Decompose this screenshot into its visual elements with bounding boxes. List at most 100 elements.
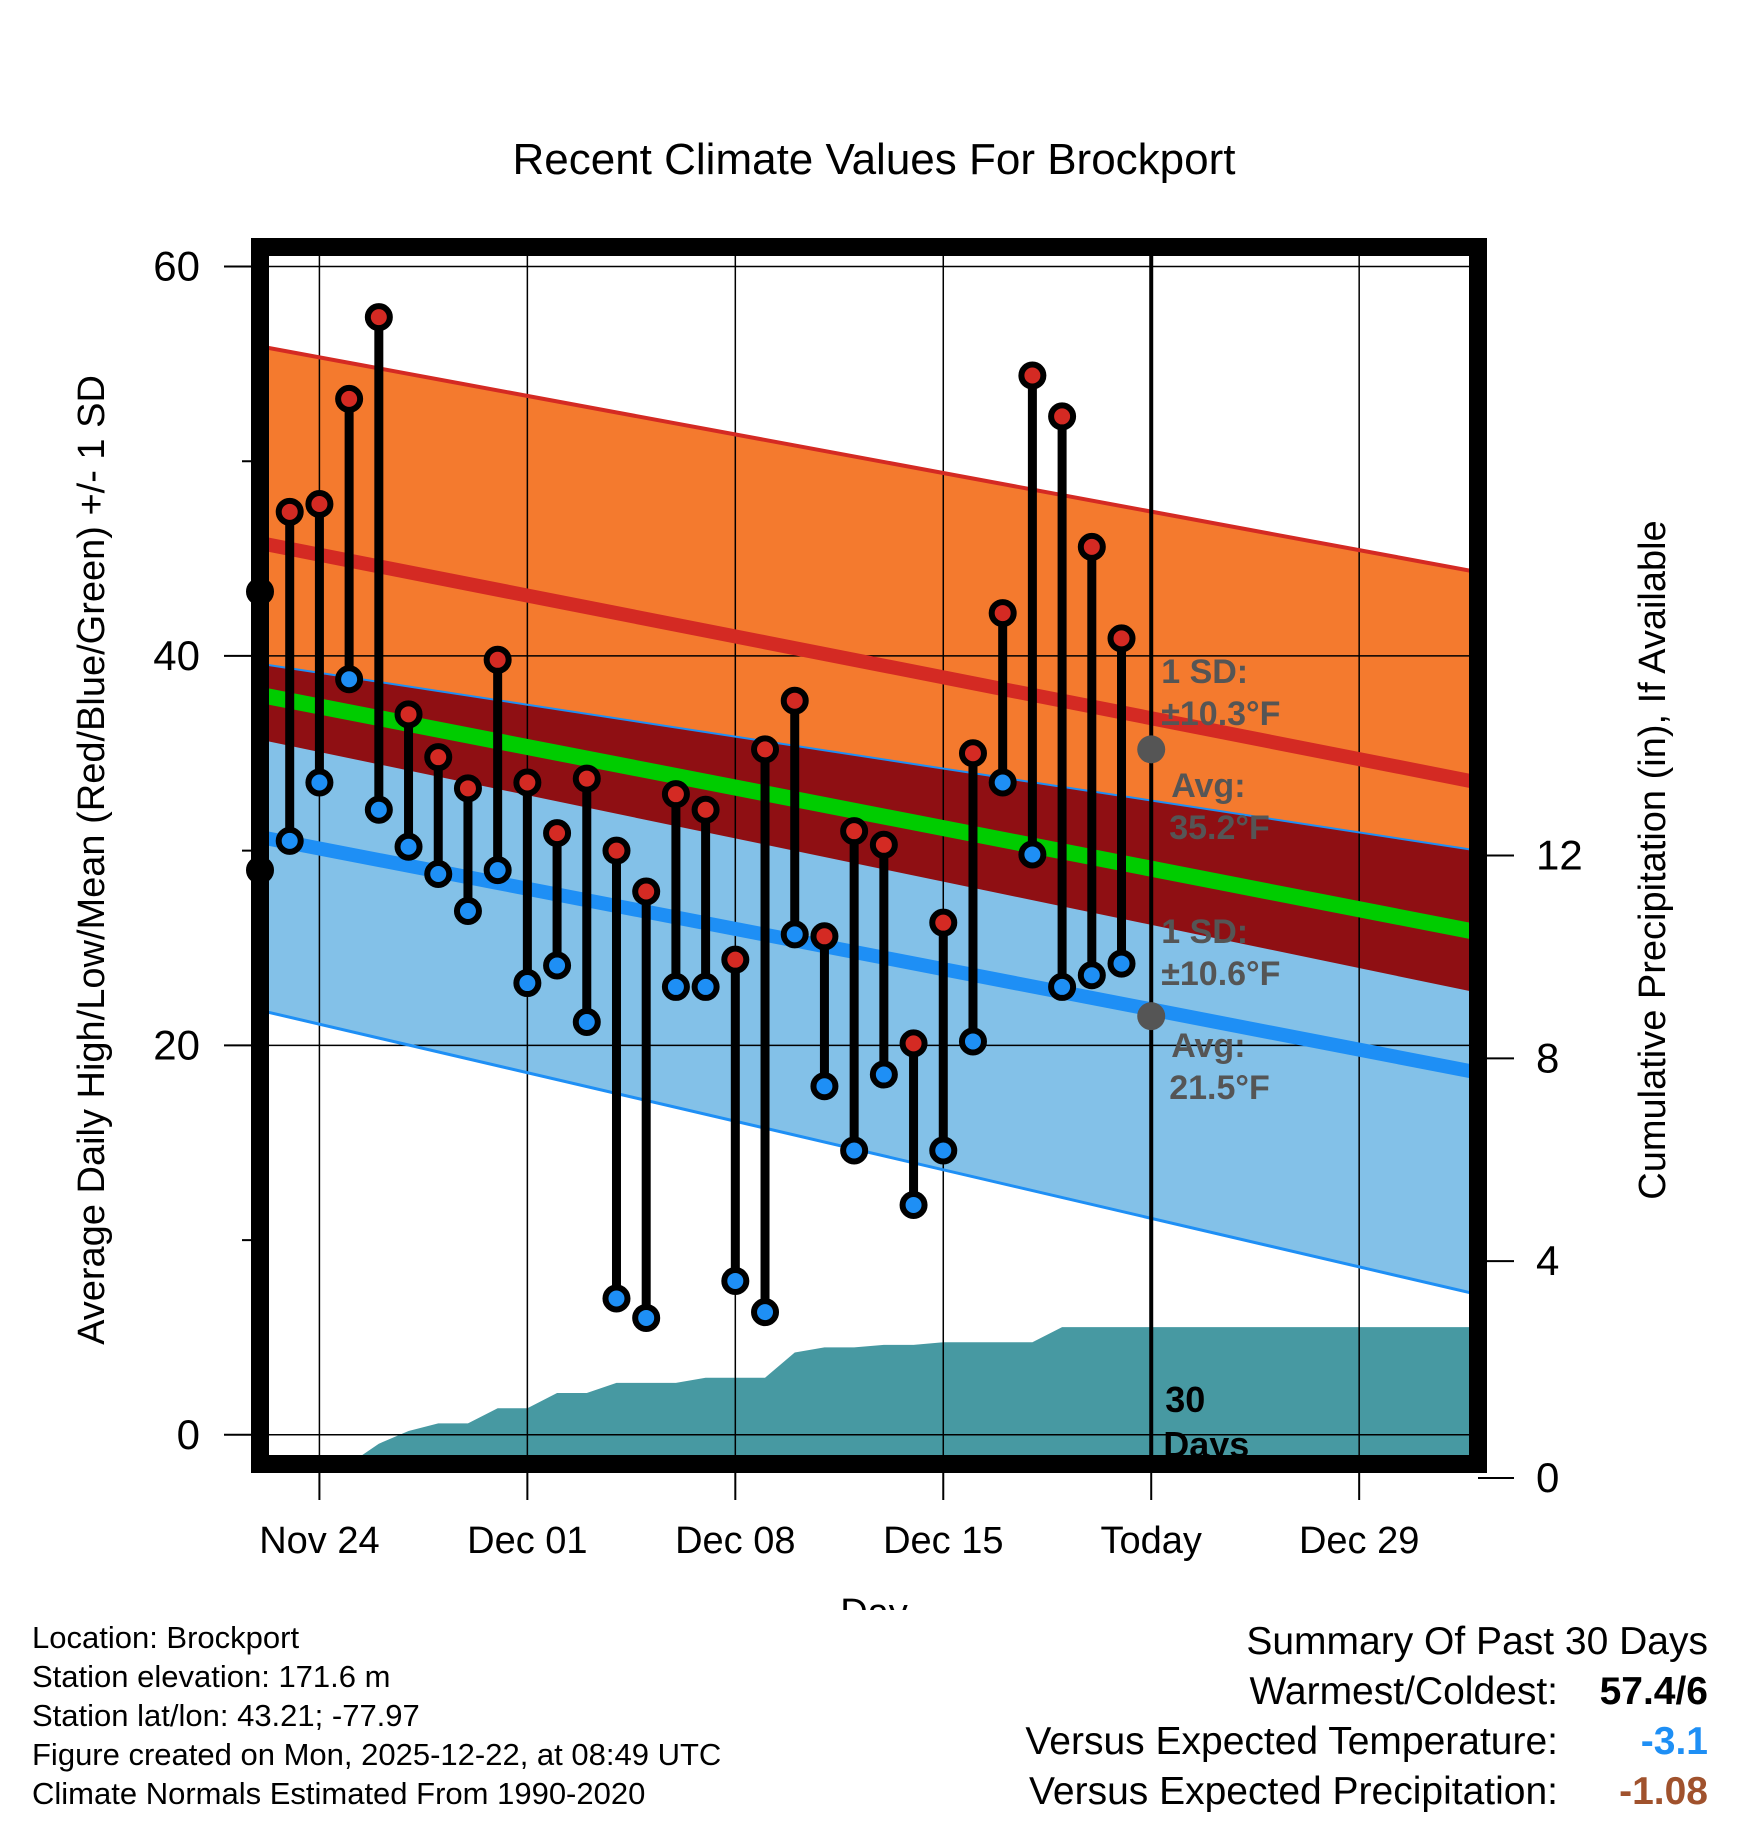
obs-low-dot bbox=[1107, 949, 1136, 978]
elevation-text: Station elevation: 171.6 m bbox=[32, 1659, 391, 1694]
obs-high-dot bbox=[424, 743, 453, 772]
low-avg-marker bbox=[1137, 1002, 1166, 1031]
obs-high-dot bbox=[780, 686, 809, 715]
obs-low-dot bbox=[394, 832, 423, 861]
normal-lines bbox=[260, 247, 1478, 1464]
x-tick-label: Dec 15 bbox=[883, 1520, 1003, 1562]
obs-high-dot bbox=[899, 1029, 928, 1058]
observed-values bbox=[246, 303, 1136, 1332]
obs-high-dot bbox=[632, 877, 661, 906]
obs-high-dot bbox=[335, 384, 364, 413]
obs-high-dot bbox=[661, 780, 690, 809]
obs-low-dot bbox=[453, 896, 482, 925]
chart-title: Recent Climate Values For Brockport bbox=[512, 135, 1235, 184]
low-sd-value: ±10.6°F bbox=[1161, 955, 1280, 993]
y-right-tick-label: 4 bbox=[1536, 1237, 1559, 1284]
precip-anomaly-value: -1.08 bbox=[1619, 1770, 1708, 1813]
obs-high-dot bbox=[364, 303, 393, 332]
obs-low-dot bbox=[364, 795, 393, 824]
obs-high-dot bbox=[721, 945, 750, 974]
x-tick-label: Dec 01 bbox=[467, 1520, 587, 1562]
x-tick-label: Today bbox=[1101, 1520, 1202, 1562]
temp-anomaly-label: Versus Expected Temperature: bbox=[1025, 1720, 1558, 1763]
obs-low-dot bbox=[632, 1303, 661, 1332]
obs-high-dot bbox=[988, 599, 1017, 628]
precip-area bbox=[260, 1327, 1478, 1464]
warm-cold-label: Warmest/Coldest: bbox=[1249, 1670, 1558, 1713]
y-axis-label-left: Average Daily High/Low/Mean (Red/Blue/Gr… bbox=[71, 375, 113, 1345]
obs-low-dot bbox=[602, 1284, 631, 1313]
obs-low-dot bbox=[513, 969, 542, 998]
obs-high-dot bbox=[840, 817, 869, 846]
obs-low-dot bbox=[751, 1298, 780, 1327]
precip-anomaly-label: Versus Expected Precipitation: bbox=[1029, 1770, 1558, 1813]
low-upper-edge bbox=[260, 662, 1478, 852]
location-text: Location: Brockport bbox=[32, 1620, 300, 1655]
obs-high-dot bbox=[1107, 624, 1136, 653]
obs-low-dot bbox=[483, 856, 512, 885]
y-axis-label-right: Cumulative Precipitation (in), If Availa… bbox=[1632, 520, 1674, 1199]
summary-panel: Summary Of Past 30 Days Warmest/Coldest:… bbox=[808, 1620, 1708, 1820]
climate-chart: Recent Climate Values For Brockport 1 SD… bbox=[71, 135, 1674, 1610]
obs-low-dot bbox=[988, 768, 1017, 797]
high-avg-value: 35.2°F bbox=[1169, 809, 1270, 847]
high-sd-label: 1 SD: bbox=[1161, 653, 1248, 691]
high-sd-value: ±10.3°F bbox=[1161, 695, 1280, 733]
y-right-tick-label: 8 bbox=[1536, 1034, 1559, 1081]
obs-high-dot bbox=[1018, 361, 1047, 390]
normals-text: Climate Normals Estimated From 1990-2020 bbox=[32, 1776, 646, 1811]
station-info: Location: Brockport Station elevation: 1… bbox=[32, 1618, 721, 1813]
obs-high-dot bbox=[513, 768, 542, 797]
y-left-tick-label: 0 bbox=[177, 1411, 200, 1458]
low-avg-value: 21.5°F bbox=[1169, 1069, 1270, 1107]
obs-low-dot bbox=[810, 1072, 839, 1101]
obs-high-dot bbox=[751, 735, 780, 764]
x-tick-label: Nov 24 bbox=[259, 1520, 379, 1562]
overlap-band bbox=[260, 663, 1478, 993]
obs-high-dot bbox=[543, 819, 572, 848]
obs-low-dot bbox=[721, 1266, 750, 1295]
obs-high-dot bbox=[394, 700, 423, 729]
obs-high-dot bbox=[602, 836, 631, 865]
obs-low-dot bbox=[424, 859, 453, 888]
y-left-tick-label: 40 bbox=[153, 632, 200, 679]
obs-low-dot bbox=[572, 1007, 601, 1036]
obs-high-dot bbox=[572, 764, 601, 793]
precip-fill bbox=[260, 1327, 1478, 1464]
obs-high-dot bbox=[275, 497, 304, 526]
obs-low-dot bbox=[1018, 840, 1047, 869]
obs-low-dot bbox=[543, 951, 572, 980]
obs-low-dot bbox=[1077, 961, 1106, 990]
obs-low-dot bbox=[899, 1191, 928, 1220]
obs-high-dot bbox=[869, 830, 898, 859]
normal-mean-line bbox=[260, 687, 1478, 941]
high-avg-marker bbox=[1137, 735, 1166, 764]
axes: 0 20 40 60 0 4 8 12 Nov 24 Dec 01 Dec 08 Dec 15 Toda… bbox=[153, 238, 1583, 1562]
obs-low-dot bbox=[780, 920, 809, 949]
obs-low-dot bbox=[275, 826, 304, 855]
low-lower-edge bbox=[260, 1008, 1478, 1297]
temp-anomaly-value: -3.1 bbox=[1640, 1720, 1708, 1763]
obs-high-dot bbox=[929, 908, 958, 937]
low-avg-label: Avg: bbox=[1171, 1027, 1245, 1065]
obs-low-dot bbox=[929, 1136, 958, 1165]
obs-high-dot bbox=[453, 774, 482, 803]
annotations: 1 SD: ±10.3°F Avg: 35.2°F 1 SD: ±10.6°F Avg: 21… bbox=[1137, 653, 1280, 1465]
obs-low-dot bbox=[691, 972, 720, 1001]
low-sd-label: 1 SD: bbox=[1161, 913, 1248, 951]
latlon-text: Station lat/lon: 43.21; -77.97 bbox=[32, 1698, 420, 1733]
obs-high-dot bbox=[810, 922, 839, 951]
y-left-tick-label: 20 bbox=[153, 1021, 200, 1068]
obs-low-dot bbox=[1048, 972, 1077, 1001]
x-tick-label: Dec 29 bbox=[1299, 1520, 1419, 1562]
obs-high-dot bbox=[958, 739, 987, 768]
obs-low-dot bbox=[958, 1027, 987, 1056]
obs-low-dot bbox=[869, 1060, 898, 1089]
normal-low-line bbox=[260, 830, 1478, 1080]
obs-low-dot bbox=[305, 768, 334, 797]
y-right-tick-label: 12 bbox=[1536, 832, 1583, 879]
warm-cold-value: 57.4/6 bbox=[1599, 1670, 1708, 1713]
obs-high-dot bbox=[691, 795, 720, 824]
created-text: Figure created on Mon, 2025-12-22, at 08… bbox=[32, 1737, 722, 1772]
summary-title: Summary Of Past 30 Days bbox=[1246, 1620, 1708, 1663]
